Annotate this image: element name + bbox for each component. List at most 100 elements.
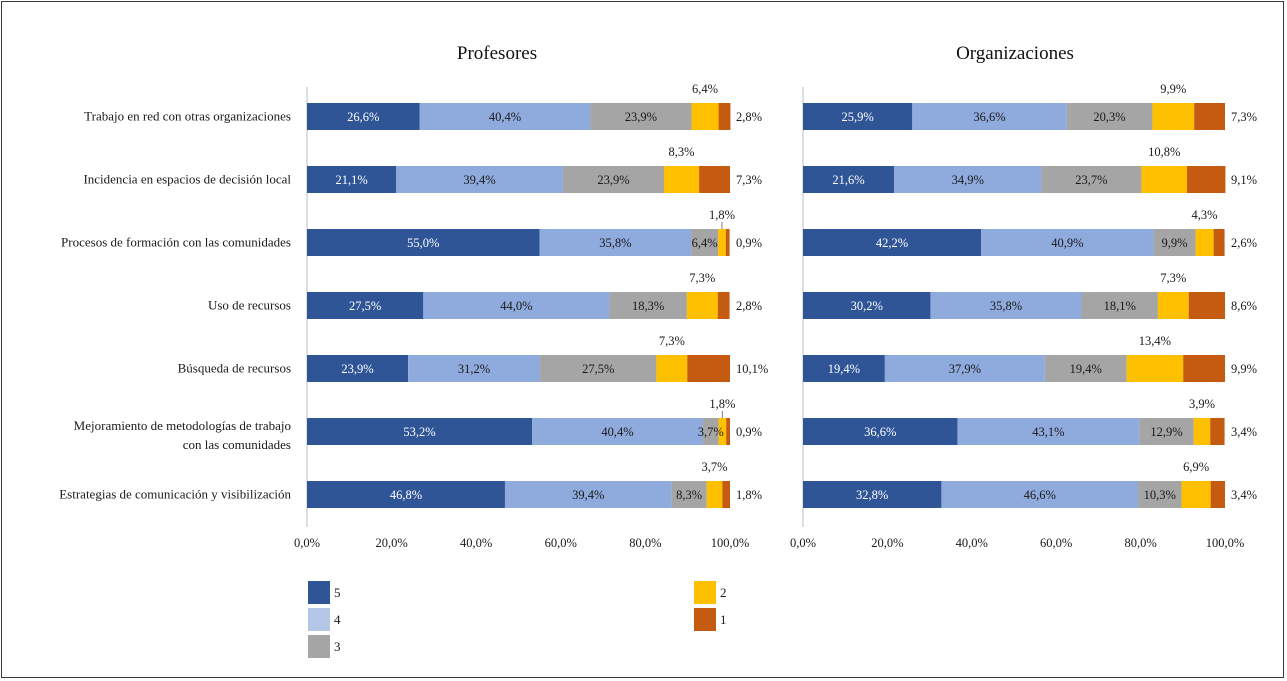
panel-2-label-7-series-1: 3,4% [1231,488,1257,502]
panel-1-x-tick-4: 60,0% [545,536,577,550]
panel-title-2: Organizaciones [956,43,1074,64]
panel-2-label-6-series-2: 3,9% [1189,397,1215,411]
category-label-5: Búsqueda de recursos [178,361,291,376]
panel-2-label-2-series-3: 23,7% [1075,173,1107,187]
panel-1-bar-3-series-2 [718,229,726,256]
category-label-6-line-2: con las comunidades [183,437,291,452]
panel-2-bar-4-series-1 [1188,292,1225,319]
panel-2-bar-4-series-4 [930,292,1082,319]
panel-2-label-1-series-5: 25,9% [842,110,874,124]
panel-2-label-1-series-1: 7,3% [1231,110,1257,124]
panel-1-bar-7-series-5 [307,481,505,508]
panel-1-label-1-series-2: 6,4% [692,82,718,96]
panel-2-label-7-series-4: 46,6% [1024,488,1056,502]
panel-2-x-tick-6: 100,0% [1206,536,1245,550]
panel-2-label-7-series-2: 6,9% [1183,460,1209,474]
legend-swatch-4 [308,608,330,631]
panel-2-bar-6-series-1 [1210,418,1225,445]
panel-1-x-tick-5: 80,0% [629,536,661,550]
panel-2-bar-7-series-2 [1181,481,1211,508]
panel-1-label-5-series-3: 27,5% [582,362,614,376]
category-label-7: Estrategias de comunicación y visibiliza… [59,487,291,502]
panel-1-bar-6-series-5 [307,418,533,445]
category-label-6-line-1: Mejoramiento de metodologías de trabajo [74,418,291,433]
panel-2-label-5-series-5: 19,4% [828,362,860,376]
panel-2-bar-4-series-2 [1157,292,1189,319]
panel-2-bar-1-series-5 [803,103,913,130]
panel-2-bar-6-series-4 [957,418,1140,445]
category-label-4: Uso de recursos [208,298,291,313]
panel-2-bar-5-series-2 [1126,355,1184,382]
panel-1-bar-6-series-3 [702,418,719,445]
panel-1-label-5-series-2: 7,3% [659,334,685,348]
panel-1-bar-1-series-4 [419,103,591,130]
panel-1-bar-4-series-2 [686,292,718,319]
panel-1-label-6-series-4: 40,4% [601,425,633,439]
panel-2-bar-2-series-1 [1187,166,1226,193]
panel-1-bar-2-series-5 [307,166,397,193]
panel-title-1: Profesores [457,43,537,64]
legend-label-3: 3 [334,639,341,654]
panel-2-bar-2-series-4 [894,166,1042,193]
panel-2-label-7-series-3: 10,3% [1144,488,1176,502]
panel-1-x-tick-2: 20,0% [375,536,407,550]
legend-swatch-1 [694,608,716,631]
panel-2-bar-5-series-3 [1044,355,1127,382]
panel-2-label-2-series-5: 21,6% [832,173,864,187]
panel-1-label-3-series-5: 55,0% [407,236,439,250]
panel-1-bar-4-series-3 [609,292,687,319]
panel-1-bar-4-series-1 [717,292,730,319]
panel-1-bar-3-series-1 [725,229,730,256]
panel-1-label-2-series-3: 23,9% [597,173,629,187]
panel-1-label-4-series-2: 7,3% [689,271,715,285]
panel-2-bar-1-series-3 [1066,103,1153,130]
panel-2-label-6-series-3: 12,9% [1150,425,1182,439]
legend-label-4: 4 [334,612,341,627]
panel-1-label-2-series-5: 21,1% [335,173,367,187]
panel-1-bar-3-series-4 [539,229,692,256]
panel-2-bar-3-series-4 [981,229,1154,256]
panel-1-bar-5-series-4 [408,355,541,382]
panel-2-bar-6-series-3 [1139,418,1194,445]
panel-1-label-6-series-1: 0,9% [736,425,762,439]
panel-1-label-7-series-2: 3,7% [702,460,728,474]
panel-2-bar-5-series-4 [884,355,1045,382]
legend-label-2: 2 [720,585,727,600]
panel-2-bar-7-series-3 [1138,481,1182,508]
panel-1-label-4-series-4: 44,0% [500,299,532,313]
panel-2-label-3-series-1: 2,6% [1231,236,1257,250]
panel-2-bar-4-series-3 [1081,292,1158,319]
panel-1-label-3-series-2: 1,8% [709,208,735,222]
panel-1-label-1-series-4: 40,4% [489,110,521,124]
panel-1-label-2-series-2: 8,3% [669,145,695,159]
legend-swatch-5 [308,581,330,604]
panel-1-label-5-series-5: 23,9% [341,362,373,376]
panel-1-label-6-series-3: 3,7% [698,425,724,439]
panel-1-label-6-series-5: 53,2% [403,425,435,439]
panel-2-bar-3-series-5 [803,229,982,256]
panel-2-bar-2-series-5 [803,166,895,193]
panel-2-bar-6-series-5 [803,418,958,445]
panel-2-label-4-series-1: 8,6% [1231,299,1257,313]
panel-1-label-4-series-5: 27,5% [349,299,381,313]
panel-1-label-2-series-4: 39,4% [463,173,495,187]
panel-2-label-5-series-1: 9,9% [1231,362,1257,376]
panel-1-bar-2-series-2 [664,166,700,193]
panel-1-label-3-series-1: 0,9% [736,236,762,250]
panel-2-x-tick-1: 0,0% [790,536,816,550]
panel-2-bar-3-series-1 [1213,229,1225,256]
panel-2-label-3-series-5: 42,2% [876,236,908,250]
panel-1-label-2-series-1: 7,3% [736,173,762,187]
panel-1-bar-1-series-2 [691,103,719,130]
panel-1-x-tick-3: 40,0% [460,536,492,550]
panel-2-label-7-series-5: 32,8% [856,488,888,502]
category-label-1: Trabajo en red con otras organizaciones [84,109,291,124]
panel-2-label-5-series-4: 37,9% [949,362,981,376]
panel-1-bar-7-series-2 [706,481,723,508]
panel-1-label-7-series-5: 46,8% [390,488,422,502]
panel-1-label-4-series-1: 2,8% [736,299,762,313]
panel-1-bar-5-series-5 [307,355,409,382]
panel-1-bar-2-series-1 [699,166,730,193]
panel-2-label-4-series-3: 18,1% [1104,299,1136,313]
panel-1-label-4-series-3: 18,3% [632,299,664,313]
